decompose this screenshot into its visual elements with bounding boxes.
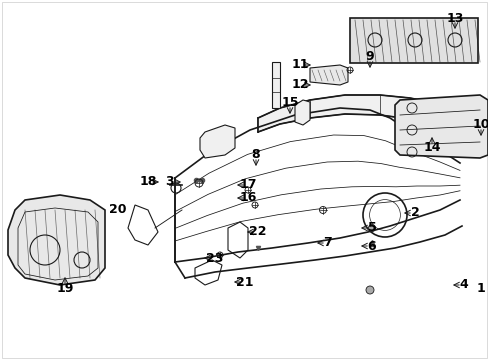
Polygon shape: [309, 65, 347, 85]
Circle shape: [365, 286, 373, 294]
Text: 8: 8: [251, 148, 260, 162]
Text: 21: 21: [236, 275, 253, 288]
Text: 5: 5: [367, 221, 376, 234]
Polygon shape: [258, 95, 454, 132]
Text: 15: 15: [281, 96, 298, 109]
Polygon shape: [394, 95, 487, 158]
Text: 14: 14: [423, 141, 440, 154]
Text: 12: 12: [291, 78, 308, 91]
Polygon shape: [294, 100, 309, 125]
Polygon shape: [349, 18, 477, 63]
Text: 17: 17: [239, 179, 256, 192]
Text: 11: 11: [291, 58, 308, 72]
Text: 22: 22: [249, 225, 266, 238]
Text: 7: 7: [323, 237, 332, 249]
Polygon shape: [8, 195, 105, 285]
Text: 3: 3: [165, 175, 174, 189]
Text: 6: 6: [367, 239, 376, 252]
Text: 18: 18: [139, 175, 156, 189]
Text: 19: 19: [56, 282, 74, 294]
Text: 1: 1: [476, 282, 485, 294]
Text: 9: 9: [365, 50, 373, 63]
Circle shape: [368, 225, 375, 231]
Polygon shape: [271, 62, 280, 108]
Text: 16: 16: [239, 192, 256, 204]
Text: 4: 4: [459, 279, 468, 292]
Text: 13: 13: [446, 12, 463, 24]
Polygon shape: [200, 125, 235, 158]
Text: 10: 10: [471, 118, 488, 131]
Text: 23: 23: [206, 252, 223, 265]
Text: 20: 20: [109, 203, 126, 216]
Text: 2: 2: [410, 207, 419, 220]
